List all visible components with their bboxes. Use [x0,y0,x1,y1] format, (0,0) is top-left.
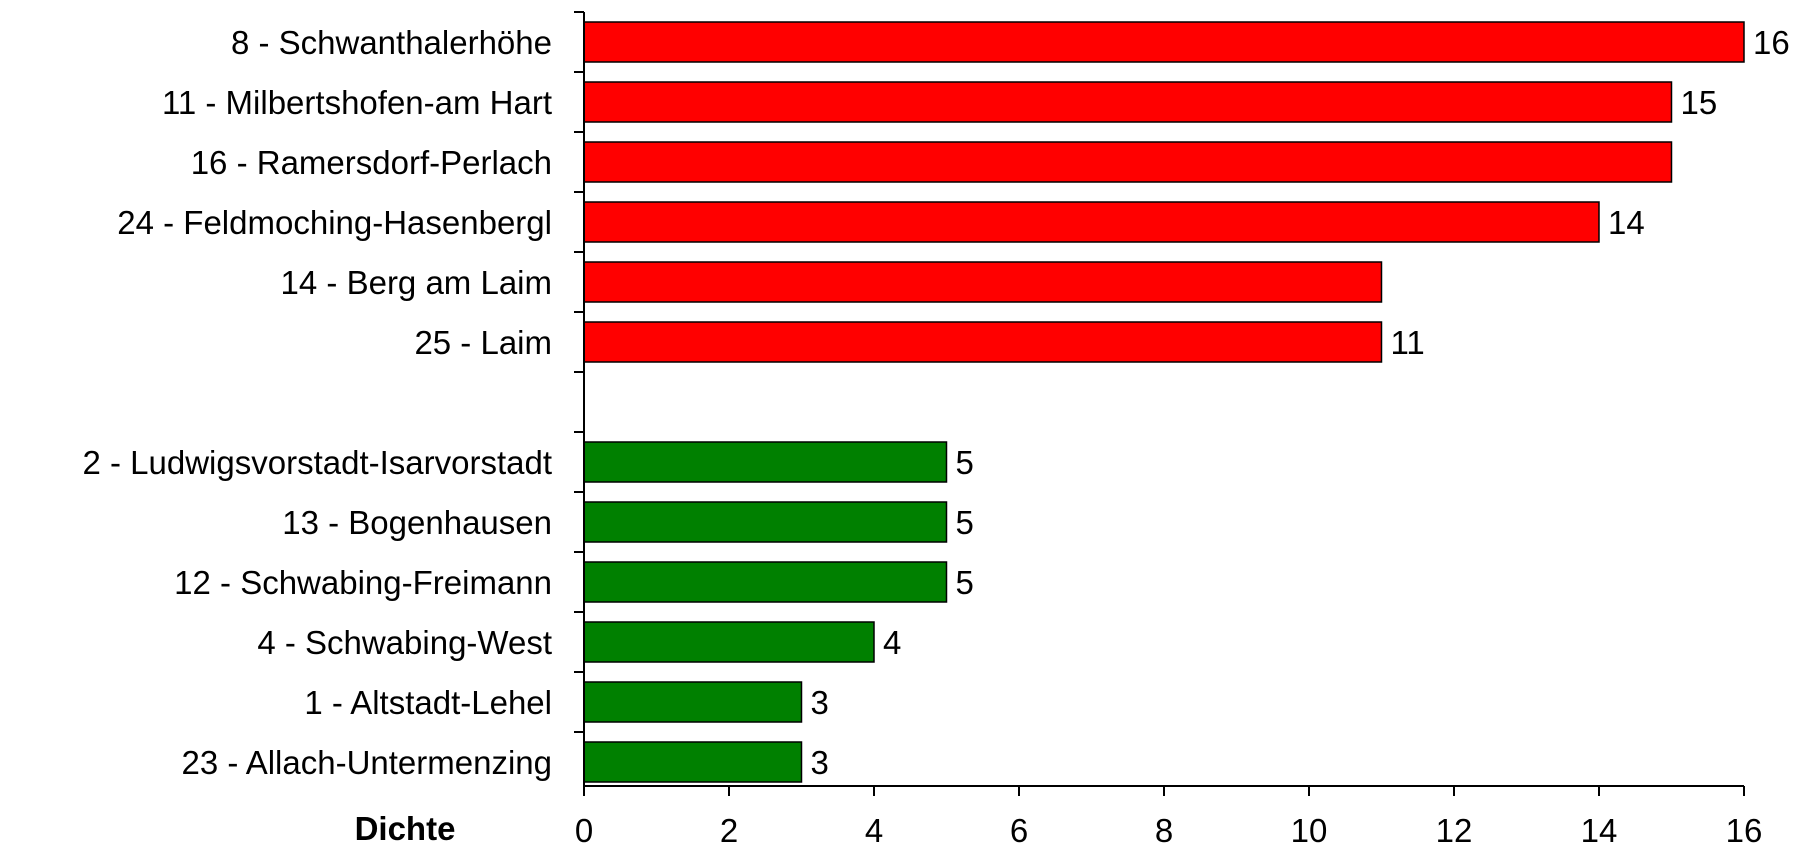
x-tick-label: 4 [865,812,883,849]
bar [583,621,875,663]
bar [583,141,1673,183]
category-label: 24 - Feldmoching-Hasenbergl [117,204,552,241]
data-label: 3 [811,744,829,781]
x-tick-label: 10 [1291,812,1328,849]
bar [583,681,803,723]
category-label: 12 - Schwabing-Freimann [174,564,552,601]
bar [583,441,948,483]
category-label: 14 - Berg am Laim [281,264,552,301]
bars-layer [583,21,1745,783]
category-label: 16 - Ramersdorf-Perlach [191,144,552,181]
x-tick-label: 12 [1436,812,1473,849]
data-label: 5 [956,444,974,481]
data-label: 5 [956,504,974,541]
x-axis-title: Dichte [355,810,456,847]
data-label: 11 [1391,324,1425,361]
bar [583,501,948,543]
category-label: 8 - Schwanthalerhöhe [231,24,552,61]
category-label: 11 - Milbertshofen-am Hart [162,84,552,121]
data-label: 4 [883,624,901,661]
bar [583,201,1600,243]
labels-layer: 8 - Schwanthalerhöhe 16 11 - Milbertshofen… [82,24,1789,849]
axes-layer [574,11,1745,796]
bar [583,741,803,783]
category-label: 1 - Altstadt-Lehel [304,684,552,721]
x-tick-label: 0 [575,812,593,849]
data-label: 16 [1753,24,1790,61]
data-label: 3 [811,684,829,721]
x-tick-label: 6 [1010,812,1028,849]
category-label: 13 - Bogenhausen [282,504,552,541]
bar [583,261,1383,303]
bar [583,321,1383,363]
category-label: 4 - Schwabing-West [257,624,552,661]
data-label: 14 [1608,204,1645,241]
bar [583,81,1673,123]
x-tick-label: 8 [1155,812,1173,849]
category-label: 25 - Laim [414,324,552,361]
bar [583,21,1745,63]
data-label: 5 [956,564,974,601]
x-tick-label: 14 [1581,812,1618,849]
category-label: 23 - Allach-Untermenzing [181,744,552,781]
category-label: 2 - Ludwigsvorstadt-Isarvorstadt [82,444,552,481]
bar [583,561,948,603]
data-label: 15 [1681,84,1718,121]
x-tick-label: 16 [1726,812,1763,849]
x-tick-label: 2 [720,812,738,849]
